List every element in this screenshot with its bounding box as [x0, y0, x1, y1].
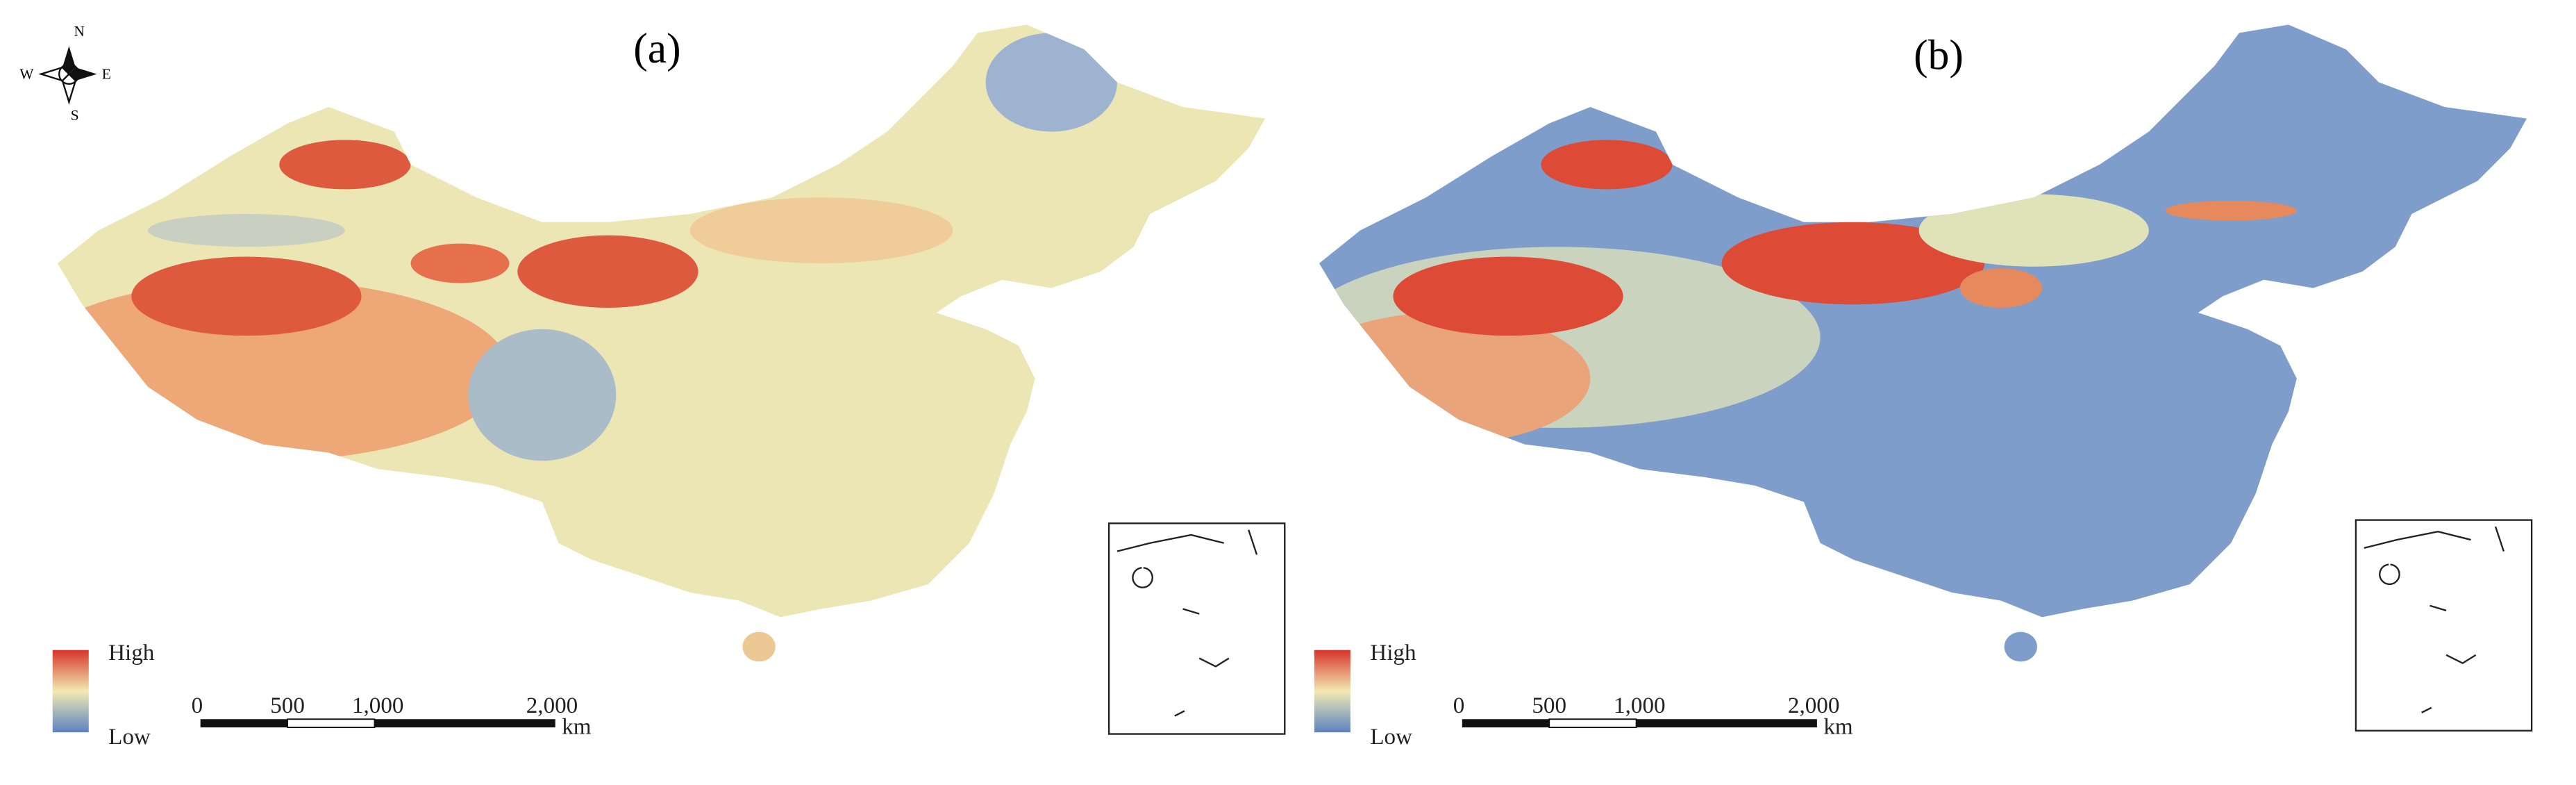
scale-unit: km — [1823, 714, 1853, 740]
scale-label: 0 — [1453, 693, 1465, 718]
scale-label: 0 — [192, 693, 203, 718]
hainan — [742, 631, 776, 662]
inset-coast — [1116, 529, 1258, 717]
legend-low: Low — [108, 724, 151, 750]
compass-n: N — [74, 23, 84, 40]
compass-e: E — [102, 66, 111, 83]
legend-high: High — [108, 640, 155, 666]
scale-label: 2,000 — [1788, 693, 1839, 718]
legend-low: Low — [1370, 724, 1412, 750]
map-patches — [1319, 140, 2297, 445]
legend-bar — [52, 650, 89, 733]
panel-b: (b) High Low 0 500 1,000 2,000 km — [1314, 24, 2533, 750]
panel-a: (a) High Low 0 500 1,000 2,000 km — [52, 24, 1286, 750]
scale-label: 2,000 — [526, 693, 578, 718]
scale-unit: km — [562, 714, 592, 740]
scale-label: 500 — [270, 693, 305, 718]
scale-label: 1,000 — [1614, 693, 1665, 718]
compass-w: W — [19, 66, 34, 83]
legend-high: High — [1370, 640, 1416, 666]
panel-label: (a) — [633, 25, 680, 72]
compass-s: S — [71, 107, 79, 124]
inset — [1107, 522, 1286, 735]
hainan — [2004, 631, 2037, 662]
scale-label: 1,000 — [352, 693, 403, 718]
inset-coast — [2364, 526, 2505, 713]
scale-label: 500 — [1532, 693, 1566, 718]
inset — [2355, 519, 2533, 732]
legend-bar — [1314, 650, 1350, 733]
compass: N S E W — [19, 23, 110, 124]
panel-label: (b) — [1914, 31, 1964, 78]
